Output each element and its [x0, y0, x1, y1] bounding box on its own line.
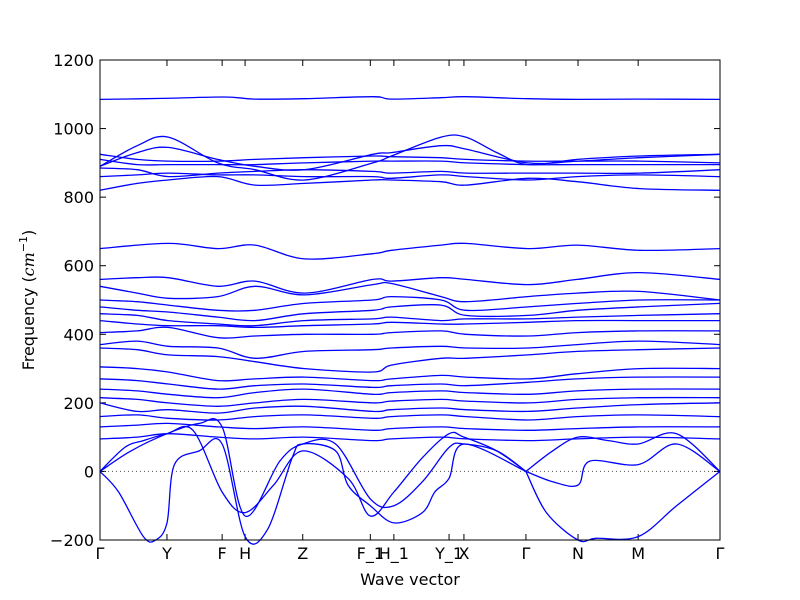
y-tick-label: 1000	[53, 120, 94, 139]
band-line-19	[99, 366, 721, 382]
x-tick-label: Γ	[521, 544, 530, 563]
x-tick-label: Y	[161, 544, 172, 563]
band-line-31	[525, 443, 721, 488]
x-axis-title: Wave vector	[360, 570, 460, 589]
y-tick-label: 600	[63, 257, 94, 276]
band-line-22	[99, 396, 721, 407]
band-line-10	[99, 271, 721, 294]
band-line-8	[99, 175, 721, 191]
y-axis-title: Frequency (cm−1)	[17, 230, 38, 371]
x-tick-label: Y_1	[434, 544, 463, 564]
band-line-20	[99, 376, 721, 390]
x-tick-label: N	[572, 544, 584, 563]
band-line-4	[99, 153, 721, 164]
band-line-21	[99, 388, 721, 399]
band-line-1	[99, 96, 721, 101]
band-line-12	[99, 295, 721, 312]
band-line-7	[99, 172, 721, 181]
x-tick-label: X	[458, 544, 469, 563]
band-line-25	[99, 422, 721, 431]
x-tick-label: Z	[297, 544, 308, 563]
x-axis: Γ Y F H Z F_1H_1 Y_1X Γ N M Γ	[96, 60, 725, 564]
band-line-24	[99, 414, 721, 421]
y-tick-label: −200	[50, 531, 94, 550]
x-tick-label: H_1	[379, 544, 409, 564]
x-tick-label: Γ	[716, 544, 725, 563]
y-tick-label: 1200	[53, 51, 94, 70]
band-line-16	[99, 326, 721, 339]
band-lines	[99, 96, 721, 545]
band-line-5	[99, 158, 720, 166]
plot-frame	[99, 59, 721, 541]
band-line-30	[525, 470, 721, 543]
band-line-11	[99, 281, 721, 303]
band-line-29	[99, 425, 527, 517]
x-tick-label: Γ	[96, 544, 105, 563]
band-line-9	[99, 242, 721, 260]
x-tick-label: M	[631, 544, 645, 563]
y-axis-title-math: cm	[19, 252, 38, 276]
band-line-18	[99, 347, 721, 373]
band-line-6	[99, 167, 721, 178]
band-line-23	[99, 402, 721, 414]
y-tick-label: 400	[63, 325, 94, 344]
band-line-14	[99, 313, 721, 327]
y-axis-title-sup: −1	[17, 236, 30, 252]
y-tick-label: 0	[84, 462, 94, 481]
band-line-17	[99, 340, 721, 359]
band-line-26	[99, 433, 721, 442]
band-line-32	[525, 432, 721, 472]
y-axis-title-text: Frequency (	[19, 276, 38, 370]
band-line-15	[99, 319, 720, 329]
x-tick-label: F	[218, 544, 227, 563]
y-tick-label: 800	[63, 188, 94, 207]
y-axis: −200 0 200 400 600 800 1000 1200	[50, 51, 720, 550]
y-axis-title-close: )	[19, 230, 38, 236]
x-tick-label: H	[239, 544, 251, 563]
band-line-13	[99, 302, 721, 322]
x-tick-label: F_1	[357, 544, 384, 564]
y-tick-label: 200	[63, 394, 94, 413]
plot-background	[100, 60, 720, 540]
